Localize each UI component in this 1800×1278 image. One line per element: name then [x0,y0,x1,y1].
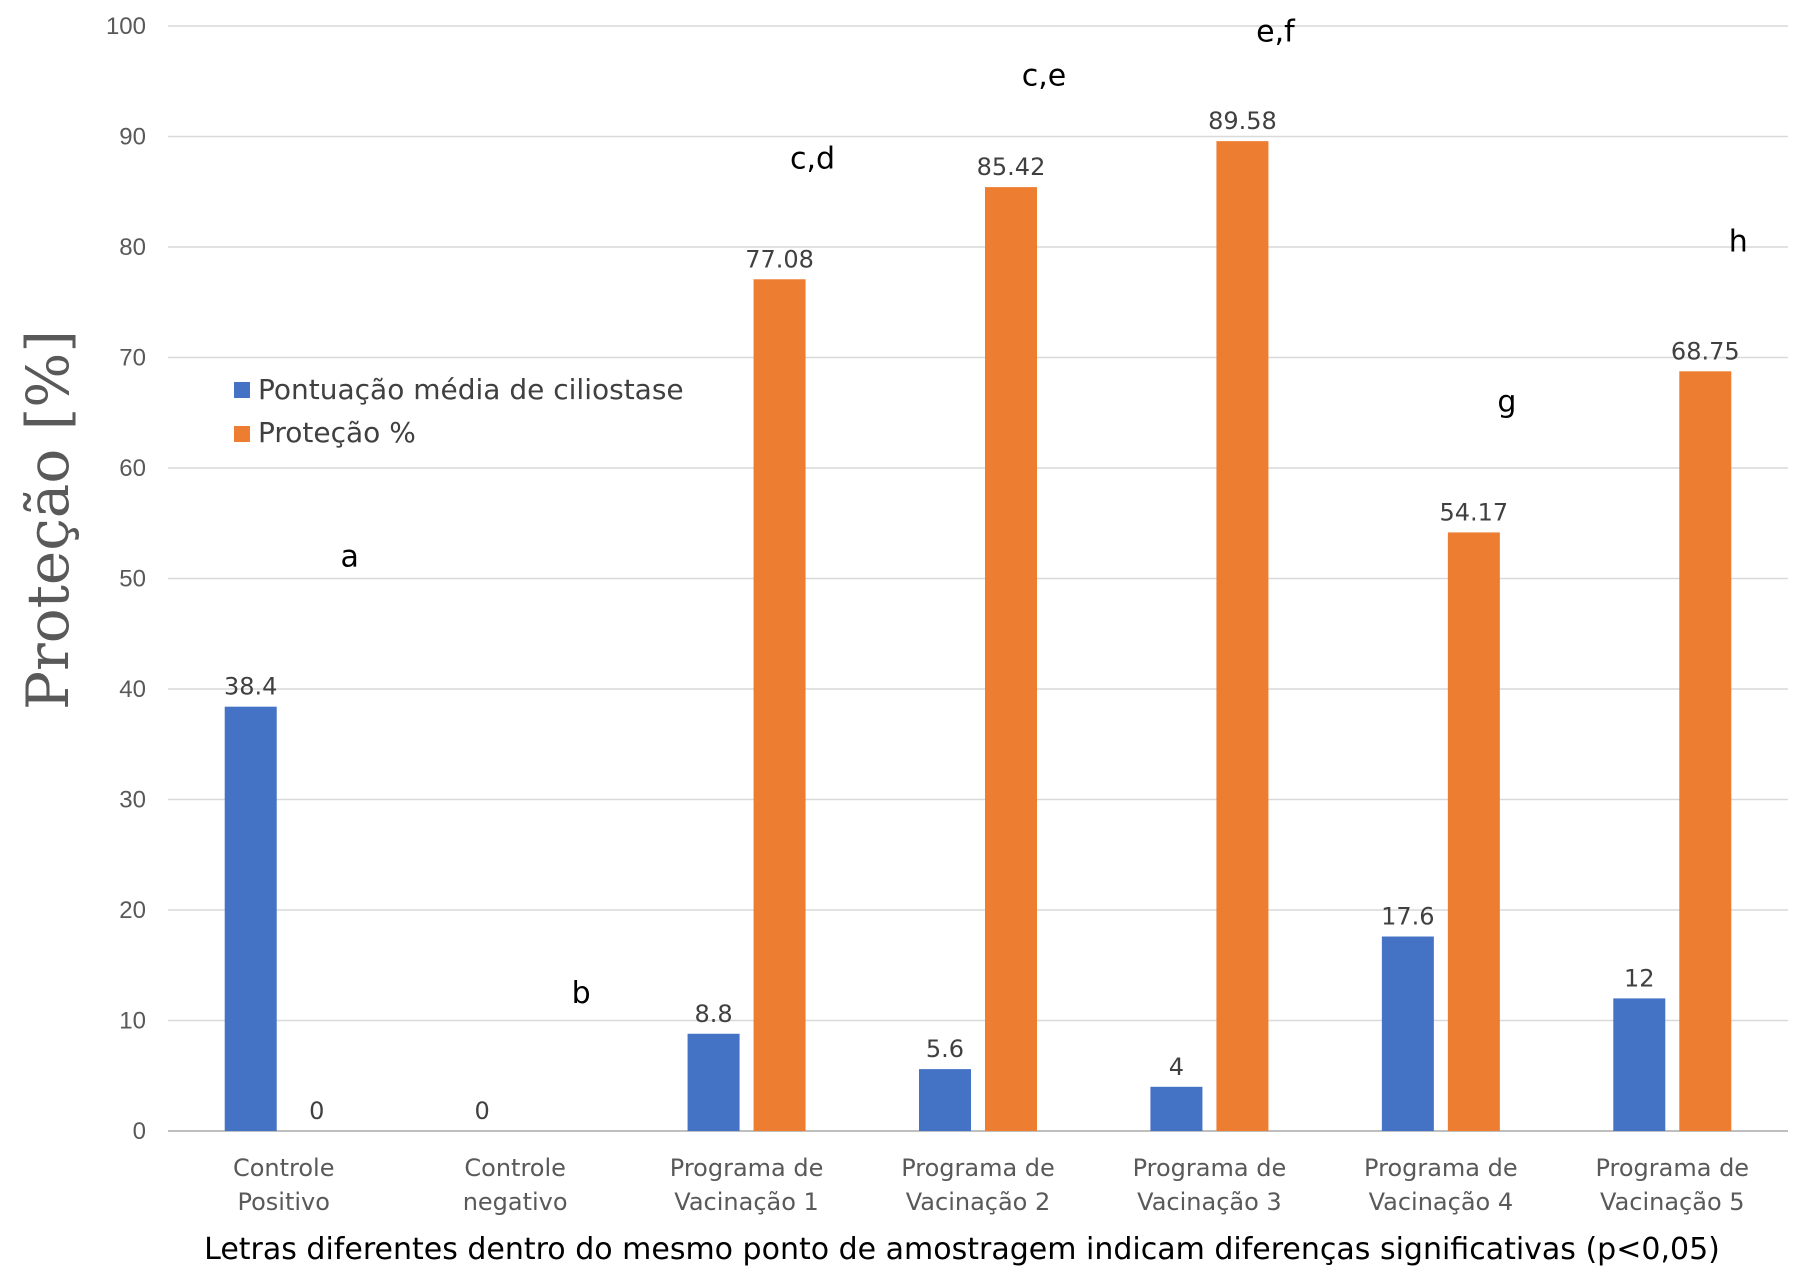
bar-series0-cat0 [224,706,277,1131]
x-tick-label: Vacinação 3 [1137,1188,1282,1216]
bar-series1-cat2 [753,279,806,1131]
y-tick-label: 100 [106,13,146,40]
data-labels: 38.4 0 0 8.8 77.08 5.6 85.42 4 89.58 17.6 54.17 12 6… [224,107,1740,1125]
bar-series1-cat5 [1447,532,1500,1131]
data-label-series0-cat6: 12 [1624,964,1655,992]
data-label-series1-cat2: 77.08 [745,245,814,273]
data-label-series1-cat3: 85.42 [977,153,1046,181]
x-tick-label: Programa de [1364,1154,1518,1182]
x-tick-label: Vacinação 5 [1600,1188,1745,1216]
x-axis-title: Letras diferentes dentro do mesmo ponto … [204,1232,1720,1267]
x-tick-label: Programa de [901,1154,1055,1182]
y-tick-label: 60 [119,455,146,482]
gridlines [168,25,1788,1132]
significance-letter: e,f [1256,15,1296,50]
legend: Pontuação média de ciliostase Proteção % [234,373,684,449]
data-label-series0-cat3: 5.6 [926,1035,964,1063]
significance-letter: b [572,976,591,1011]
data-label-series0-cat4: 4 [1169,1053,1184,1081]
bars [224,141,1732,1132]
bar-series1-cat6 [1679,371,1732,1131]
y-tick-label: 80 [119,234,146,261]
data-label-series1-cat4: 89.58 [1208,107,1277,135]
significance-letter: c,e [1022,59,1067,94]
significance-letter: h [1729,224,1748,259]
y-tick-label: 20 [119,897,146,924]
x-tick-label: Programa de [670,1154,824,1182]
y-tick-label: 50 [119,566,146,593]
x-tick-label: Vacinação 1 [674,1188,819,1216]
x-tick-label: Vacinação 2 [906,1188,1051,1216]
data-label-series0-cat5: 17.6 [1381,903,1434,931]
data-label-series1-cat0: 0 [309,1097,324,1125]
data-label-series1-cat5: 54.17 [1439,498,1508,526]
legend-swatch-protecao [234,426,250,442]
data-label-series1-cat6: 68.75 [1671,337,1740,365]
x-tick-label: Programa de [1595,1154,1749,1182]
bar-series0-cat6 [1613,998,1666,1131]
bar-series0-cat5 [1381,936,1434,1131]
y-axis-ticks: 0 10 20 30 40 50 60 70 80 90 100 [106,13,146,1145]
y-tick-label: 10 [119,1008,146,1035]
y-tick-label: 30 [119,787,146,814]
significance-letter: c,d [790,142,835,177]
x-tick-label: Controle [233,1154,335,1182]
x-tick-label: Positivo [237,1188,329,1216]
bar-series0-cat3 [919,1069,971,1131]
y-tick-label: 90 [119,124,146,151]
x-tick-label: Controle [464,1154,566,1182]
legend-swatch-ciliostase [234,382,250,398]
data-label-series0-cat0: 38.4 [224,673,277,701]
bar-series0-cat2 [687,1033,740,1131]
legend-label-ciliostase: Pontuação média de ciliostase [258,373,684,406]
bar-series1-cat3 [985,187,1037,1131]
data-label-series0-cat2: 8.8 [694,1000,732,1028]
legend-label-protecao: Proteção % [258,416,416,449]
significance-letters: a b c,d c,e e,f g h [341,15,1748,1011]
x-tick-label: negativo [463,1188,568,1216]
data-label-series0-cat1: 0 [475,1097,490,1125]
significance-letter: g [1497,385,1516,420]
y-tick-label: 70 [119,345,146,372]
bar-series0-cat4 [1150,1086,1203,1131]
x-axis-categories: Controle Positivo Controle negativo Programa… [233,1154,1749,1216]
bar-series1-cat4 [1216,141,1269,1132]
x-tick-label: Vacinação 4 [1369,1188,1514,1216]
y-tick-label: 0 [133,1118,146,1145]
x-tick-label: Programa de [1133,1154,1287,1182]
significance-letter: a [341,539,359,574]
y-axis-title: Proteção [%] [14,330,82,710]
y-tick-label: 40 [119,676,146,703]
